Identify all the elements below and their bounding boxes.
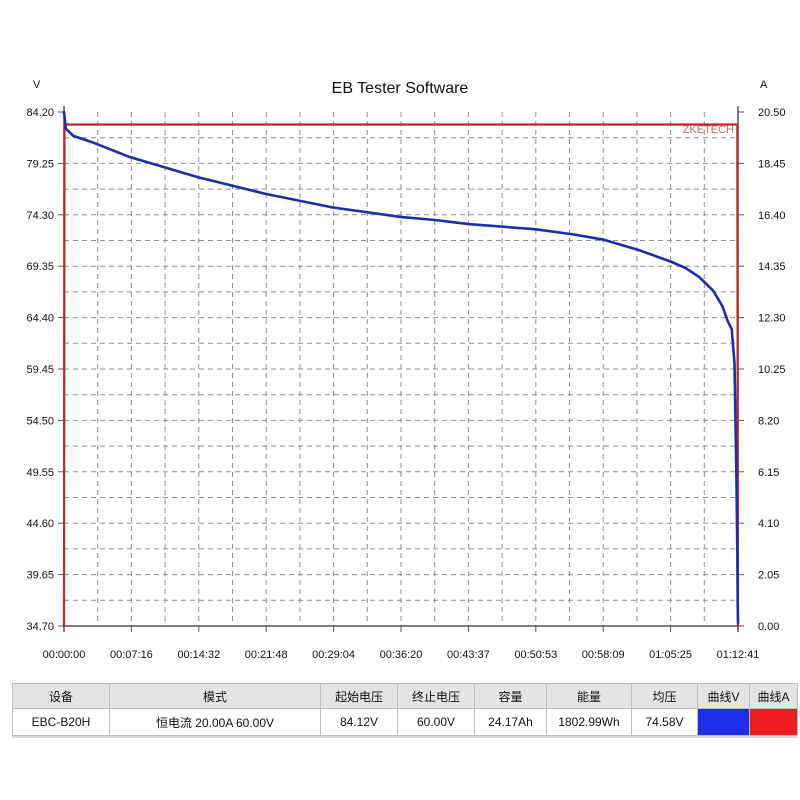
y-left-tick-label: 74.30	[26, 210, 54, 222]
tick-labels: 00:00:00 00:07:16 00:14:32 00:21:48 00:29:04…	[26, 107, 785, 661]
bottom-margin	[0, 738, 800, 800]
cell-capacity: 24.17Ah	[474, 708, 547, 736]
y-right-tick-label: 14.35	[758, 261, 786, 273]
cell-mode: 恒电流 20.00A 60.00V	[109, 708, 321, 736]
table-header-row: 设备 模式 起始电压 终止电压 容量 能量 均压 曲线V 曲线A	[12, 683, 798, 709]
chart: 00:00:00 00:07:16 00:14:32 00:21:48 00:29:04…	[26, 79, 785, 661]
voltage-series-line	[62, 110, 740, 625]
cell-start-voltage: 84.12V	[320, 708, 398, 736]
header-device: 设备	[12, 683, 110, 709]
y-left-tick-label: 64.40	[26, 313, 54, 325]
brand-label: ZKETECH	[683, 124, 734, 136]
left-axis-unit: V	[33, 79, 41, 91]
right-axis-unit: A	[760, 79, 768, 91]
cell-energy: 1802.99Wh	[546, 708, 632, 736]
y-right-tick-label: 2.05	[758, 570, 779, 582]
x-tick-label: 00:14:32	[177, 649, 220, 661]
summary-table: 设备 模式 起始电压 终止电压 容量 能量 均压 曲线V 曲线A EBC-B20…	[12, 683, 798, 736]
x-tick-label: 00:43:37	[447, 649, 490, 661]
cell-avg-voltage: 74.58V	[631, 708, 698, 736]
y-left-tick-label: 54.50	[26, 415, 54, 427]
x-tick-label: 00:21:48	[245, 649, 288, 661]
y-left-tick-label: 34.70	[26, 621, 54, 633]
y-right-tick-label: 16.40	[758, 210, 786, 222]
header-curve-v[interactable]: 曲线V	[697, 683, 750, 709]
y-right-tick-label: 20.50	[758, 107, 786, 119]
grid	[64, 112, 738, 626]
x-tick-label: 01:12:41	[717, 649, 760, 661]
table-row: EBC-B20H 恒电流 20.00A 60.00V 84.12V 60.00V…	[12, 708, 798, 736]
x-tick-label: 00:29:04	[312, 649, 355, 661]
y-left-tick-label: 49.55	[26, 467, 54, 479]
y-left-tick-label: 39.65	[26, 570, 54, 582]
y-right-tick-label: 0.00	[758, 621, 779, 633]
header-energy: 能量	[546, 683, 632, 709]
x-tick-label: 00:07:16	[110, 649, 153, 661]
curve-v-color-swatch[interactable]	[697, 708, 750, 736]
x-tick-label: 00:50:53	[514, 649, 557, 661]
y-left-tick-label: 79.25	[26, 158, 54, 170]
y-right-tick-label: 8.20	[758, 415, 779, 427]
y-right-tick-label: 12.30	[758, 313, 786, 325]
current-series-line	[62, 123, 740, 628]
y-left-tick-label: 84.20	[26, 107, 54, 119]
header-avg-voltage: 均压	[631, 683, 698, 709]
curve-a-color-swatch[interactable]	[749, 708, 798, 736]
summary-panel: 设备 模式 起始电压 终止电压 容量 能量 均压 曲线V 曲线A EBC-B20…	[12, 683, 798, 738]
y-left-tick-label: 69.35	[26, 261, 54, 273]
header-mode: 模式	[109, 683, 321, 709]
header-end-voltage: 终止电压	[397, 683, 475, 709]
cell-device: EBC-B20H	[12, 708, 110, 736]
x-tick-label: 01:05:25	[649, 649, 692, 661]
chart-title: EB Tester Software	[332, 80, 469, 97]
y-left-tick-label: 59.45	[26, 364, 54, 376]
x-tick-label: 00:58:09	[582, 649, 625, 661]
y-right-tick-label: 6.15	[758, 467, 779, 479]
x-tick-label: 00:36:20	[380, 649, 423, 661]
y-right-tick-label: 10.25	[758, 364, 786, 376]
cell-end-voltage: 60.00V	[397, 708, 475, 736]
x-tick-label: 00:00:00	[43, 649, 86, 661]
header-capacity: 容量	[474, 683, 547, 709]
y-right-tick-label: 4.10	[758, 518, 779, 530]
series	[62, 110, 740, 628]
header-curve-a[interactable]: 曲线A	[749, 683, 798, 709]
header-start-voltage: 起始电压	[320, 683, 398, 709]
y-right-tick-label: 18.45	[758, 158, 786, 170]
y-left-tick-label: 44.60	[26, 518, 54, 530]
